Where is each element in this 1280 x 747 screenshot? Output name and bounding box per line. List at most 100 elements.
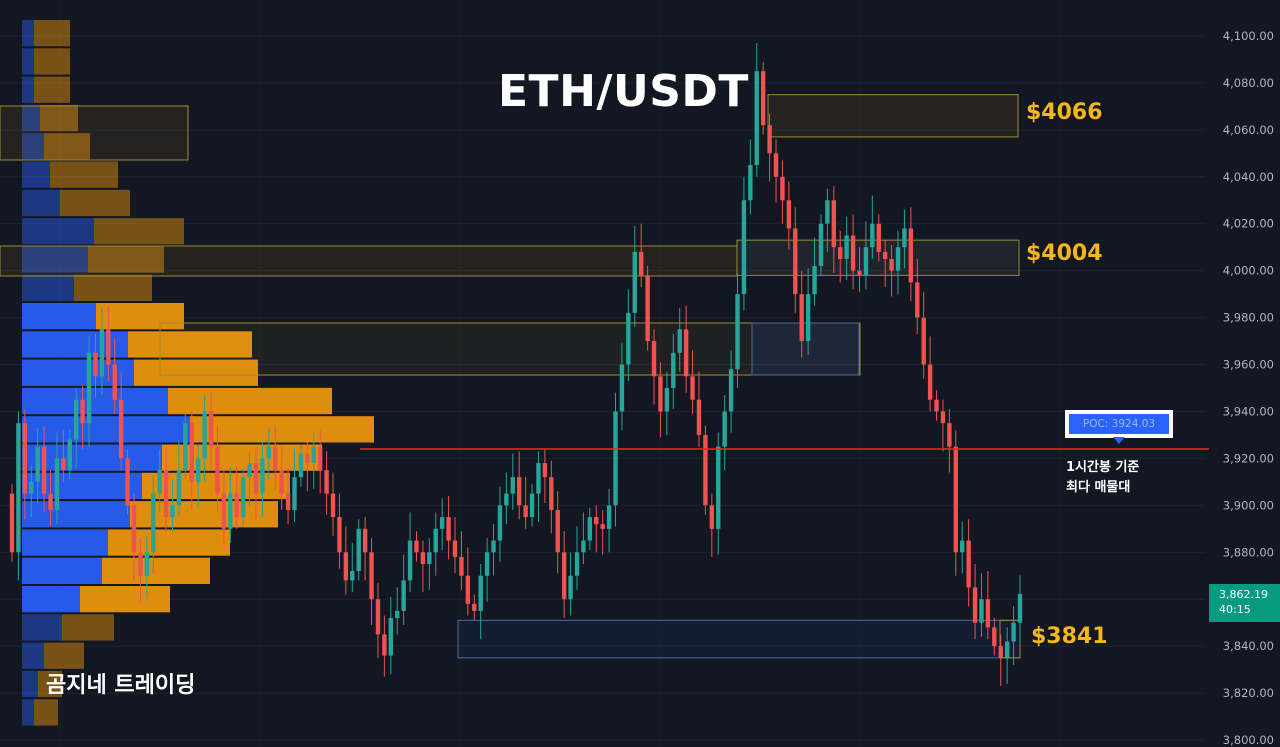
candle-body xyxy=(934,399,939,412)
candle-body xyxy=(317,446,323,471)
candle-body xyxy=(427,552,432,564)
candle-body xyxy=(260,458,265,494)
profile-bar-sell xyxy=(128,331,252,358)
candle-body xyxy=(651,341,657,377)
candle-body xyxy=(568,575,573,600)
candle-body xyxy=(542,463,548,478)
candle-body xyxy=(767,125,772,154)
candle-body xyxy=(151,493,156,553)
candle-body xyxy=(876,223,881,252)
candle-body xyxy=(35,446,40,482)
candle-body xyxy=(658,376,663,412)
poc-note-line1: 1시간봉 기준 xyxy=(1066,460,1140,475)
candle-body xyxy=(696,399,702,435)
candle-body xyxy=(118,399,124,459)
profile-bar-buy xyxy=(22,76,34,103)
y-tick-label: 3,940.00 xyxy=(1223,404,1274,418)
candle-body xyxy=(536,463,541,494)
profile-bar-sell xyxy=(80,586,170,613)
poc-note-line2: 최다 매물대 xyxy=(1066,480,1131,495)
candle-body xyxy=(504,493,509,506)
y-tick-label: 4,100.00 xyxy=(1223,29,1274,43)
candle-body xyxy=(163,470,169,518)
profile-bar-buy xyxy=(22,416,190,443)
candle-body xyxy=(144,552,150,576)
candle-body xyxy=(465,575,471,604)
candle-body xyxy=(22,423,28,494)
candle-body xyxy=(221,493,227,529)
last-price-value: 3,862.19 xyxy=(1219,588,1268,601)
candle-body xyxy=(645,275,650,342)
candle-body xyxy=(138,552,143,576)
candle-body xyxy=(613,411,618,506)
zone-box-4066 xyxy=(767,94,1019,138)
profile-bar-buy xyxy=(22,48,34,75)
candle-body xyxy=(555,510,560,553)
candle-body xyxy=(112,364,117,400)
candle-body xyxy=(594,517,599,525)
zone-box-left-top xyxy=(0,105,189,161)
candle-body xyxy=(215,446,220,494)
candle-body xyxy=(337,517,342,553)
profile-bar-sell xyxy=(162,444,322,471)
candle-body xyxy=(549,477,554,511)
zone-box-left-4004 xyxy=(0,245,738,277)
candle-body xyxy=(484,552,490,576)
candle-body xyxy=(574,552,580,576)
candle-body xyxy=(709,505,715,529)
candle-body xyxy=(683,329,689,377)
candle-body xyxy=(510,477,515,494)
candle-body xyxy=(972,587,978,623)
candle-body xyxy=(459,556,464,576)
price-axis[interactable]: 4,100.00 4,080.00 4,060.00 4,040.00 4,020.00… xyxy=(1223,29,1274,747)
candle-body xyxy=(915,282,920,318)
candle-body xyxy=(812,265,817,295)
profile-bar-buy xyxy=(22,133,44,160)
candle-body xyxy=(979,599,984,623)
candles-layer xyxy=(9,43,1023,687)
profile-bar-sell xyxy=(34,48,70,75)
y-tick-label: 4,000.00 xyxy=(1223,264,1274,278)
candle-body xyxy=(1004,641,1010,658)
candle-body xyxy=(343,552,349,581)
profile-bar-buy xyxy=(22,359,134,386)
candle-body xyxy=(805,294,811,342)
y-tick-label: 4,040.00 xyxy=(1223,170,1274,184)
candle-body xyxy=(228,493,233,529)
candle-body xyxy=(330,493,336,518)
profile-bar-sell xyxy=(74,274,152,301)
candle-body xyxy=(773,153,779,177)
candle-body xyxy=(902,228,907,248)
profile-bar-sell xyxy=(60,189,130,217)
profile-bar-buy xyxy=(22,331,128,358)
candle-body xyxy=(523,505,528,518)
candle-body xyxy=(735,294,740,370)
candle-body xyxy=(131,505,137,553)
profile-bar-buy xyxy=(22,303,96,330)
y-tick-label: 4,060.00 xyxy=(1223,123,1274,137)
candle-body xyxy=(67,439,72,471)
profile-bar-sell xyxy=(94,218,184,245)
candle-body xyxy=(401,580,406,611)
profile-bar-buy xyxy=(22,20,34,47)
candle-body xyxy=(491,540,496,553)
candle-body xyxy=(74,399,79,440)
profile-bar-buy xyxy=(22,586,80,613)
candle-body xyxy=(414,540,419,553)
zone-label-4004: $4004 xyxy=(1026,241,1103,266)
candle-body xyxy=(279,470,284,494)
candle-body xyxy=(452,540,458,557)
candle-body xyxy=(86,352,92,424)
candle-body xyxy=(157,470,162,494)
candle-body xyxy=(606,505,612,529)
candle-body xyxy=(189,423,194,482)
candle-body xyxy=(395,610,400,618)
candle-body xyxy=(375,599,381,635)
profile-bar-buy xyxy=(22,557,102,584)
y-tick-label: 3,980.00 xyxy=(1223,311,1274,325)
candle-body xyxy=(664,388,670,412)
profile-bar-sell xyxy=(134,359,258,386)
candle-body xyxy=(716,446,721,529)
candle-body xyxy=(825,200,830,224)
